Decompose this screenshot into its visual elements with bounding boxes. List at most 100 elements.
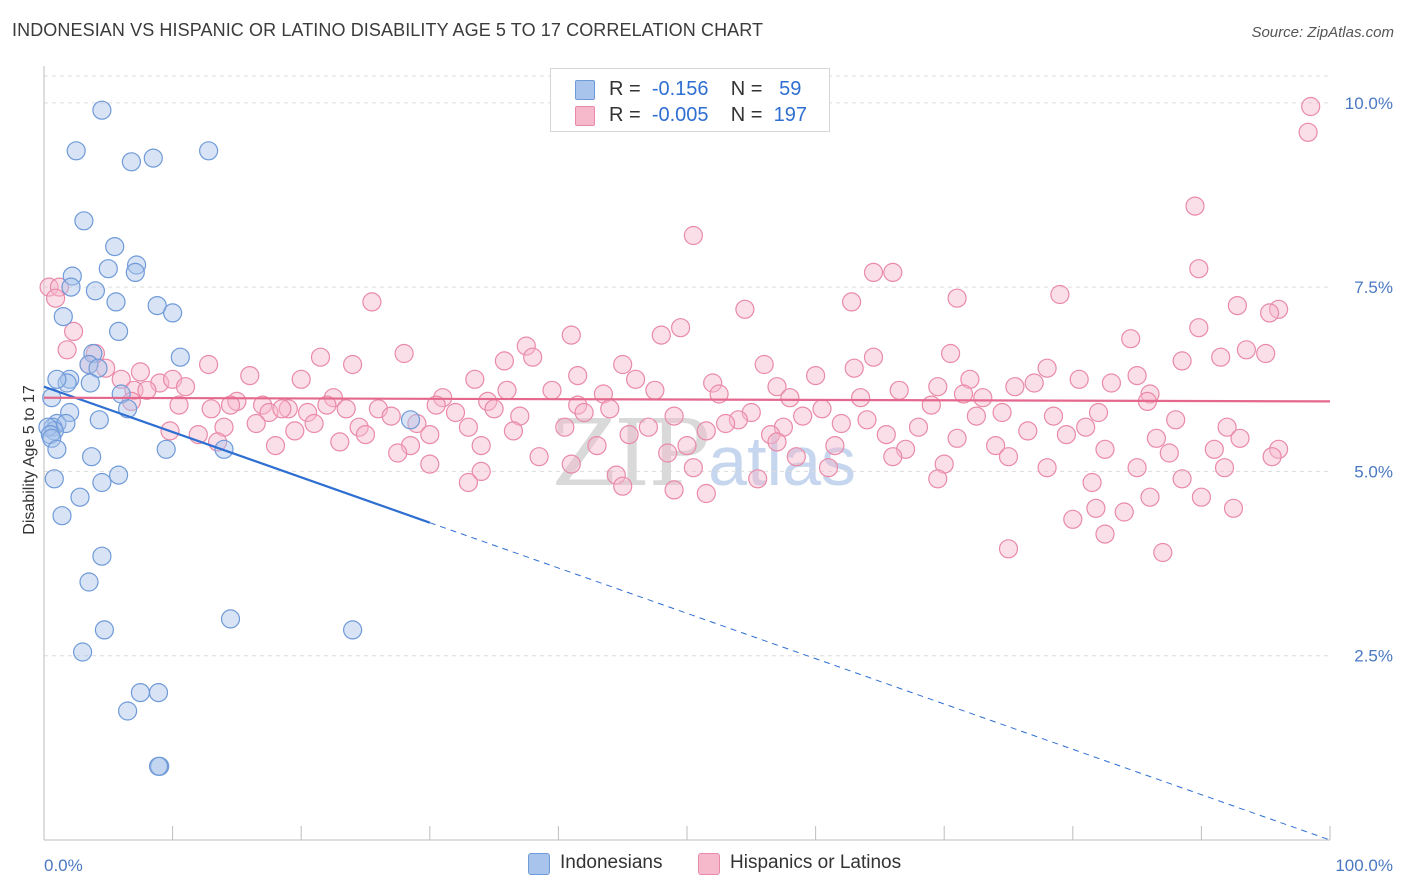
hispanic-point bbox=[227, 391, 247, 411]
indonesian-point bbox=[108, 465, 129, 485]
hispanic-point bbox=[1037, 458, 1057, 478]
hispanic-point bbox=[1211, 347, 1231, 367]
hispanic-point bbox=[1189, 259, 1209, 279]
hispanic-point bbox=[645, 380, 665, 400]
hispanic-point bbox=[568, 366, 588, 386]
hispanic-point bbox=[336, 399, 356, 419]
indonesian-point bbox=[108, 321, 129, 341]
hispanic-point bbox=[1214, 458, 1235, 478]
hispanic-point bbox=[561, 454, 581, 474]
hispanic-point bbox=[503, 421, 524, 441]
hispanic-point bbox=[600, 399, 620, 419]
hispanic-point bbox=[1088, 402, 1109, 423]
hispanic-point bbox=[407, 413, 427, 434]
hispanic-point bbox=[928, 377, 948, 397]
indonesian-point bbox=[94, 620, 115, 640]
hispanic-point bbox=[265, 436, 286, 456]
hispanic-point bbox=[465, 369, 485, 389]
hispanic-point bbox=[760, 425, 781, 445]
hispanic-point bbox=[973, 388, 993, 408]
hispanic-point bbox=[317, 395, 337, 415]
indonesian-point bbox=[343, 620, 363, 640]
hispanic-point bbox=[844, 358, 864, 378]
hispanic-point bbox=[1095, 439, 1115, 459]
hispanic-point bbox=[748, 469, 768, 489]
hispanic-point bbox=[928, 469, 948, 489]
hispanic-point bbox=[1217, 417, 1237, 437]
hispanic-point bbox=[1223, 498, 1244, 518]
legend-n-label: N = bbox=[730, 78, 763, 100]
indonesian-point bbox=[89, 410, 109, 430]
indonesian-point bbox=[85, 281, 106, 301]
indonesian-point bbox=[72, 642, 93, 662]
hispanic-point bbox=[1069, 369, 1089, 389]
indonesian-point bbox=[79, 572, 99, 592]
hispanic-point bbox=[310, 347, 331, 367]
indonesian-point bbox=[60, 402, 80, 423]
tick-labels: 2.5% 5.0% 7.5% 10.0% 0.0% 100.0% bbox=[44, 94, 1393, 875]
hispanic-point bbox=[947, 428, 967, 448]
y-tick-label: 2.5% bbox=[1354, 647, 1393, 666]
hispanic-point bbox=[240, 366, 260, 386]
hispanic-point bbox=[1230, 428, 1250, 448]
hispanic-point bbox=[1259, 303, 1280, 323]
hispanic-point bbox=[433, 388, 453, 408]
hispanic-point bbox=[343, 354, 363, 375]
hispanic-point bbox=[516, 336, 536, 356]
indonesian-point bbox=[106, 292, 126, 312]
hispanic-point bbox=[175, 377, 196, 397]
hispanic-point bbox=[857, 410, 877, 430]
hispanic-point bbox=[445, 402, 466, 423]
indonesian-point bbox=[81, 447, 102, 467]
hispanic-point bbox=[201, 399, 221, 419]
trend-lines bbox=[43, 385, 1331, 841]
hispanic-point bbox=[253, 395, 273, 415]
hispanic-point bbox=[715, 413, 736, 434]
hispanic-point bbox=[709, 384, 729, 404]
hispanic-point bbox=[1298, 122, 1318, 142]
indonesian-point bbox=[61, 277, 81, 297]
hispanic-point bbox=[1166, 410, 1186, 430]
indonesian-point bbox=[92, 546, 112, 566]
hispanic-point bbox=[940, 343, 961, 364]
hispanic-point bbox=[57, 340, 77, 360]
hispanic-point bbox=[1172, 351, 1192, 371]
hispanic-point bbox=[291, 369, 311, 389]
hispanic-point bbox=[420, 425, 440, 445]
indonesian-point bbox=[147, 296, 167, 316]
indonesian-point bbox=[70, 487, 90, 507]
indonesian-point bbox=[117, 399, 138, 419]
hispanic-point bbox=[876, 425, 896, 445]
hispanic-point bbox=[1121, 329, 1141, 349]
hispanic-point bbox=[786, 447, 806, 467]
hispanic-point bbox=[45, 288, 66, 308]
hispanic-point bbox=[471, 461, 491, 481]
hispanic-point bbox=[696, 421, 716, 441]
hispanic-point bbox=[220, 395, 241, 415]
hispanic-point bbox=[613, 354, 633, 375]
indonesian-point bbox=[57, 373, 77, 393]
indonesian-point bbox=[80, 373, 100, 393]
hispanic-point bbox=[246, 413, 266, 434]
hispanic-point bbox=[818, 458, 839, 478]
hispanic-point bbox=[670, 318, 691, 338]
indonesian-point bbox=[400, 410, 421, 430]
indonesian-point bbox=[88, 358, 108, 378]
hispanic-point bbox=[420, 454, 440, 474]
x-tick-label-max: 100.0% bbox=[1335, 856, 1393, 875]
hispanic-point bbox=[1153, 542, 1173, 563]
hispanic-point bbox=[619, 425, 639, 445]
hispanic-point bbox=[1005, 377, 1025, 397]
hispanic-point bbox=[1227, 296, 1248, 316]
indonesian-point bbox=[143, 148, 163, 168]
hispanic-point bbox=[998, 539, 1019, 559]
hispanic-point bbox=[1127, 366, 1147, 386]
hispanic-point bbox=[1043, 406, 1064, 426]
hispanic-point bbox=[137, 380, 157, 400]
hispanic-point bbox=[805, 366, 826, 386]
hispanic-point bbox=[1159, 443, 1179, 463]
legend-r-value: -0.156 bbox=[651, 78, 709, 100]
indonesian-point bbox=[92, 472, 112, 493]
hispanic-point bbox=[494, 351, 514, 371]
hispanic-point bbox=[613, 476, 633, 496]
